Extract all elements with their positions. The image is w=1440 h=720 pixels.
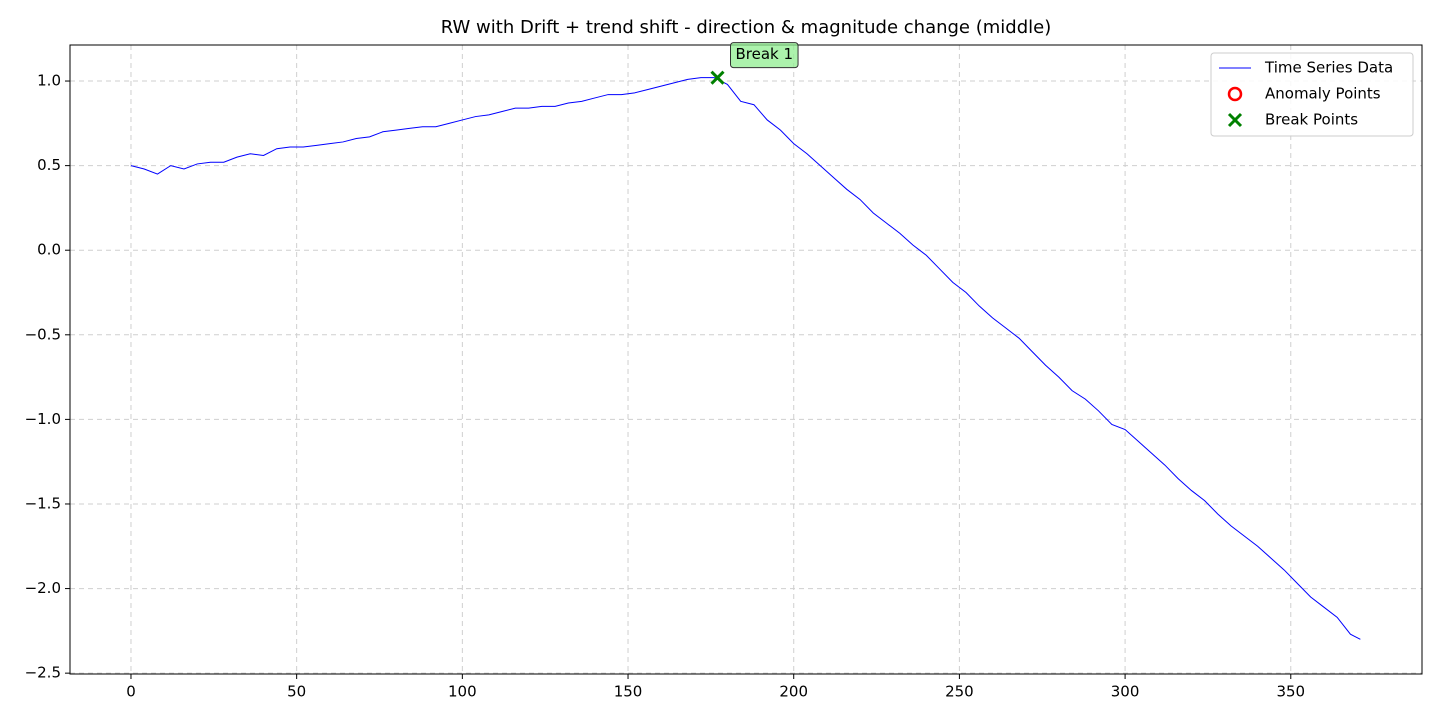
x-tick-label: 150 (614, 683, 643, 701)
data-line (130, 77, 1361, 640)
legend-swatch (1227, 112, 1243, 128)
y-tick-label: 1.0 (37, 72, 61, 90)
annotation-box (730, 42, 799, 69)
chart-title: RW with Drift + trend shift - direction … (441, 17, 1052, 38)
y-tick-label: −1.0 (25, 410, 61, 428)
legend-box (1210, 52, 1414, 137)
y-tick-label: −1.5 (25, 494, 61, 512)
annotation-text: Break 1 (736, 45, 794, 63)
x-tick-label: 0 (126, 683, 136, 701)
y-tick-label: −2.0 (25, 579, 61, 597)
y-tick-label: 0.0 (37, 241, 61, 259)
legend-swatch (1227, 86, 1243, 102)
y-tick-label: 0.5 (37, 156, 61, 174)
plot-frame (69, 44, 1423, 675)
x-tick-label: 250 (945, 683, 974, 701)
legend-label: Break Points (1265, 111, 1358, 129)
y-tick-label: −0.5 (25, 325, 61, 343)
x-tick-label: 350 (1276, 683, 1305, 701)
y-tick-label: −2.5 (25, 664, 61, 682)
x-tick-label: 100 (448, 683, 477, 701)
x-tick-label: 50 (287, 683, 306, 701)
x-tick-label: 200 (779, 683, 808, 701)
legend-label: Anomaly Points (1265, 85, 1381, 103)
x-tick-label: 300 (1111, 683, 1140, 701)
legend-label: Time Series Data (1264, 59, 1393, 77)
break-marker (710, 70, 725, 85)
